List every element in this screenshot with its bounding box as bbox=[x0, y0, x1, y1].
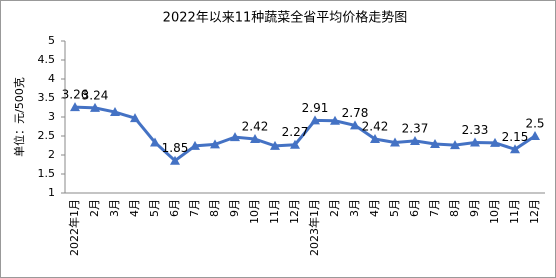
x-tick-label: 4月 bbox=[128, 199, 141, 217]
x-tick-label: 12月 bbox=[288, 199, 301, 224]
chart-title: 2022年以来11种蔬菜全省平均价格走势图 bbox=[163, 10, 408, 26]
point-marker bbox=[330, 115, 340, 125]
x-tick-label: 11月 bbox=[508, 199, 521, 224]
x-tick-label: 2月 bbox=[328, 199, 341, 217]
x-tick-label: 12月 bbox=[528, 199, 541, 224]
x-tick-label: 7月 bbox=[428, 199, 441, 217]
data-label: 2.42 bbox=[242, 120, 269, 134]
y-tick-label: 3 bbox=[48, 110, 55, 123]
data-label: 2.5 bbox=[525, 117, 544, 131]
x-tick-label: 2月 bbox=[88, 199, 101, 217]
x-tick-label: 11月 bbox=[268, 199, 281, 224]
point-marker bbox=[170, 155, 180, 165]
x-tick-label: 5月 bbox=[388, 199, 401, 217]
data-label: 2.42 bbox=[362, 120, 389, 134]
x-tick-label: 9月 bbox=[468, 199, 481, 217]
y-tick-label: 1 bbox=[48, 186, 55, 199]
point-marker bbox=[450, 140, 460, 150]
x-tick-label: 4月 bbox=[368, 199, 381, 217]
x-tick-label: 9月 bbox=[228, 199, 241, 217]
data-label: 2.27 bbox=[282, 125, 309, 139]
x-tick-label: 2022年1月 bbox=[67, 199, 81, 256]
point-marker bbox=[230, 132, 240, 142]
point-marker bbox=[270, 140, 280, 150]
point-marker bbox=[390, 137, 400, 147]
y-tick-label: 2.5 bbox=[38, 129, 56, 142]
point-marker bbox=[350, 120, 360, 130]
y-tick-label: 4.5 bbox=[38, 53, 56, 66]
data-label: 2.33 bbox=[462, 123, 489, 137]
x-tick-label: 8月 bbox=[448, 199, 461, 217]
y-tick-label: 3.5 bbox=[38, 91, 56, 104]
data-label: 2.15 bbox=[502, 130, 529, 144]
point-marker bbox=[490, 137, 500, 147]
point-marker bbox=[130, 113, 140, 123]
point-marker bbox=[90, 102, 100, 112]
point-marker bbox=[70, 102, 80, 112]
x-tick-label: 10月 bbox=[488, 199, 501, 224]
point-marker bbox=[150, 137, 160, 147]
point-marker bbox=[510, 144, 520, 154]
point-marker bbox=[250, 134, 260, 144]
point-marker bbox=[530, 131, 540, 140]
data-label: 2.91 bbox=[302, 101, 329, 115]
y-axis-label: 单位：元/500克 bbox=[12, 77, 26, 157]
point-marker bbox=[290, 139, 300, 149]
data-label: 3.24 bbox=[82, 88, 109, 102]
x-tick-label: 6月 bbox=[168, 199, 181, 217]
y-tick-label: 4 bbox=[48, 72, 55, 85]
point-marker bbox=[410, 135, 420, 145]
y-tick-label: 5 bbox=[48, 34, 55, 47]
data-label: 2.37 bbox=[402, 121, 429, 135]
y-tick-label: 1.5 bbox=[38, 167, 56, 180]
series-line bbox=[74, 105, 536, 163]
x-tick-label: 5月 bbox=[148, 199, 161, 217]
point-marker bbox=[310, 115, 320, 125]
x-tick-label: 3月 bbox=[348, 199, 361, 217]
x-tick-label: 6月 bbox=[408, 199, 421, 217]
x-tick-label: 10月 bbox=[248, 199, 261, 224]
point-marker bbox=[210, 139, 220, 149]
y-tick-label: 2 bbox=[48, 148, 55, 161]
point-marker bbox=[110, 107, 120, 117]
x-tick-label: 3月 bbox=[108, 199, 121, 217]
point-marker bbox=[470, 137, 480, 147]
x-tick-label: 7月 bbox=[188, 199, 201, 217]
point-marker bbox=[190, 140, 200, 150]
data-label: 1.85 bbox=[162, 141, 189, 155]
x-tick-label: 2023年1月 bbox=[307, 199, 321, 256]
point-marker bbox=[370, 134, 380, 144]
point-marker bbox=[430, 138, 440, 148]
data-label: 3.26 bbox=[62, 88, 89, 102]
data-label: 2.78 bbox=[342, 106, 369, 120]
x-tick-label: 8月 bbox=[208, 199, 221, 217]
